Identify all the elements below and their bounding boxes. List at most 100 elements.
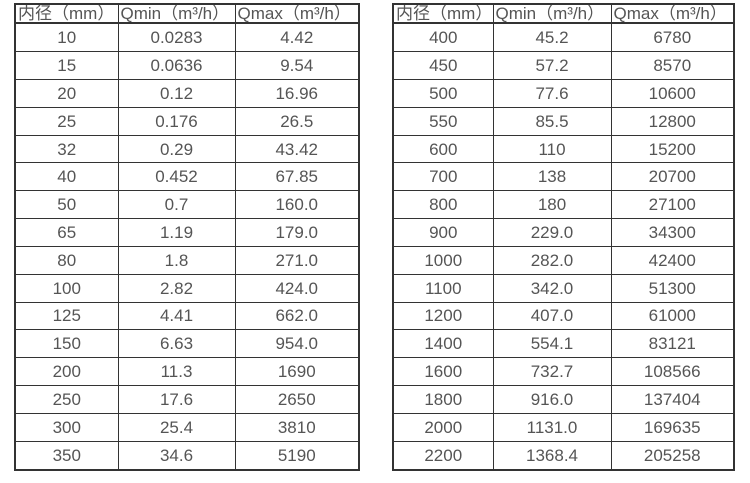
table-cell: 180: [492, 190, 612, 220]
table-cell: 10600: [610, 78, 735, 108]
table-cell: 100: [14, 273, 119, 303]
table-cell: 2.82: [117, 273, 236, 303]
table-cell: 1.19: [117, 218, 236, 247]
table-row: 2200 1368.4 205258: [392, 440, 735, 471]
table-cell: 6.63: [117, 329, 236, 359]
table-row: 1100 342.0 51300: [392, 273, 735, 303]
table-cell: 40: [14, 162, 119, 192]
table-cell: 50: [14, 190, 119, 220]
column-header-diameter: 内径（mm）: [392, 3, 494, 24]
table-cell: 407.0: [492, 301, 612, 331]
column-header-diameter: 内径（mm）: [14, 3, 119, 24]
table-cell: 550: [392, 106, 494, 136]
table-cell: 61000: [610, 301, 735, 331]
table-cell: 0.0636: [117, 51, 236, 80]
table-cell: 67.85: [234, 162, 360, 192]
table-cell: 342.0: [492, 273, 612, 303]
table-row: 25 0.176 26.5: [14, 106, 360, 136]
table-cell: 271.0: [234, 245, 360, 275]
table-cell: 800: [392, 190, 494, 220]
table-row: 1400 554.1 83121: [392, 329, 735, 359]
column-header-qmax: Qmax（m³/h）: [234, 3, 360, 24]
table-cell: 1600: [392, 357, 494, 387]
table-cell: 16.96: [234, 78, 360, 108]
table-cell: 25.4: [117, 412, 236, 442]
table-cell: 3810: [234, 412, 360, 442]
table-cell: 51300: [610, 273, 735, 303]
table-cell: 350: [14, 440, 119, 471]
table-row: 50 0.7 160.0: [14, 190, 360, 220]
table-row: 300 25.4 3810: [14, 412, 360, 442]
table-row: 100 2.82 424.0: [14, 273, 360, 303]
table-cell: 43.42: [234, 134, 360, 164]
table-cell: 179.0: [234, 218, 360, 247]
table-cell: 150: [14, 329, 119, 359]
table-row: 1200 407.0 61000: [392, 301, 735, 331]
flow-rate-table-large-diameters: 内径（mm） Qmin（m³/h） Qmax（m³/h） 400 45.2 6780…: [392, 3, 735, 471]
table-cell: 137404: [610, 385, 735, 414]
table-cell: 11.3: [117, 357, 236, 387]
table-cell: 300: [14, 412, 119, 442]
table-cell: 424.0: [234, 273, 360, 303]
table-cell: 1100: [392, 273, 494, 303]
table-cell: 57.2: [492, 51, 612, 80]
table-row: 200 11.3 1690: [14, 357, 360, 387]
table-cell: 1400: [392, 329, 494, 359]
table-row: 1800 916.0 137404: [392, 385, 735, 414]
table-cell: 1368.4: [492, 440, 612, 471]
table-cell: 400: [392, 22, 494, 53]
table-cell: 4.41: [117, 301, 236, 331]
table-row: 700 138 20700: [392, 162, 735, 192]
table-cell: 554.1: [492, 329, 612, 359]
table-row: 1600 732.7 108566: [392, 357, 735, 387]
table-cell: 0.0283: [117, 22, 236, 53]
table-cell: 700: [392, 162, 494, 192]
table-cell: 20: [14, 78, 119, 108]
table-row: 250 17.6 2650: [14, 385, 360, 414]
table-cell: 85.5: [492, 106, 612, 136]
table-row: 500 77.6 10600: [392, 78, 735, 108]
table-cell: 5190: [234, 440, 360, 471]
table-header-row: 内径（mm） Qmin（m³/h） Qmax（m³/h）: [14, 3, 360, 24]
table-cell: 1690: [234, 357, 360, 387]
column-header-qmin: Qmin（m³/h）: [117, 3, 236, 24]
table-cell: 34.6: [117, 440, 236, 471]
column-header-qmin: Qmin（m³/h）: [492, 3, 612, 24]
table-cell: 200: [14, 357, 119, 387]
table-cell: 2200: [392, 440, 494, 471]
table-cell: 8570: [610, 51, 735, 80]
table-cell: 6780: [610, 22, 735, 53]
table-row: 10 0.0283 4.42: [14, 22, 360, 53]
table-cell: 250: [14, 385, 119, 414]
table-cell: 4.42: [234, 22, 360, 53]
table-cell: 32: [14, 134, 119, 164]
table-cell: 25: [14, 106, 119, 136]
table-row: 800 180 27100: [392, 190, 735, 220]
table-cell: 10: [14, 22, 119, 53]
table-cell: 20700: [610, 162, 735, 192]
table-cell: 83121: [610, 329, 735, 359]
table-row: 40 0.452 67.85: [14, 162, 360, 192]
table-cell: 12800: [610, 106, 735, 136]
table-cell: 65: [14, 218, 119, 247]
table-cell: 282.0: [492, 245, 612, 275]
table-cell: 110: [492, 134, 612, 164]
table-cell: 1131.0: [492, 412, 612, 442]
table-cell: 0.7: [117, 190, 236, 220]
table-cell: 205258: [610, 440, 735, 471]
table-row: 600 110 15200: [392, 134, 735, 164]
table-cell: 500: [392, 78, 494, 108]
table-cell: 34300: [610, 218, 735, 247]
table-cell: 108566: [610, 357, 735, 387]
table-row: 80 1.8 271.0: [14, 245, 360, 275]
table-cell: 1800: [392, 385, 494, 414]
table-cell: 1000: [392, 245, 494, 275]
table-cell: 2650: [234, 385, 360, 414]
table-cell: 42400: [610, 245, 735, 275]
table-row: 350 34.6 5190: [14, 440, 360, 471]
table-cell: 0.12: [117, 78, 236, 108]
table-cell: 15200: [610, 134, 735, 164]
table-row: 2000 1131.0 169635: [392, 412, 735, 442]
table-cell: 15: [14, 51, 119, 80]
